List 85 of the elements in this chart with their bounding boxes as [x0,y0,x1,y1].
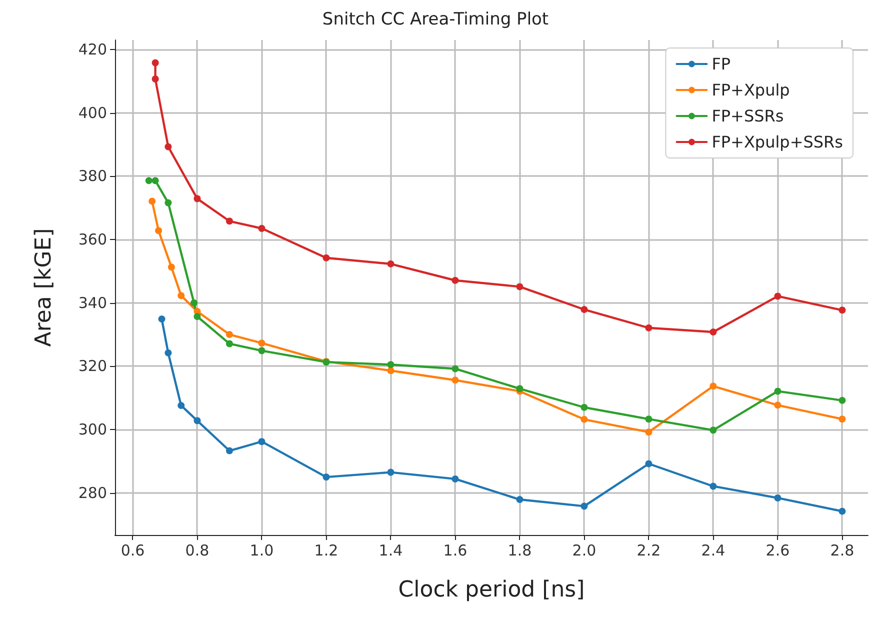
point [774,388,782,395]
x-tick-label: 0.8 [185,542,210,560]
point [194,312,201,320]
y-tick-label: 300 [78,420,107,439]
point [710,426,717,434]
x-tick-label: 1.2 [314,542,338,560]
point [774,494,782,502]
point [226,218,233,225]
point [710,482,717,490]
chart-title: Snitch CC Area-Timing Plot [322,10,549,30]
legend-label: FP+SSRs [712,106,784,126]
x-tick-label: 2.2 [636,542,661,560]
y-tick-label: 420 [78,40,107,58]
point [194,417,201,424]
point [645,324,652,332]
x-tick-label: 1.0 [250,542,274,560]
y-tick-label: 320 [78,357,107,376]
point [322,474,330,481]
point [164,143,172,150]
x-tick-label: 2.4 [701,542,726,560]
point [580,404,588,411]
point [148,198,156,205]
point [190,299,198,306]
point [152,75,159,82]
y-tick-label: 280 [78,484,107,502]
point [580,306,588,314]
point [145,177,152,184]
point [258,340,266,347]
x-tick-label: 1.4 [378,542,403,560]
point [838,508,846,515]
point [838,306,846,314]
point [452,376,459,384]
point [516,496,524,504]
point [387,361,394,368]
point [178,402,185,409]
point [387,468,394,476]
point [516,385,524,392]
point [710,328,717,336]
point [226,340,233,348]
point [155,227,162,234]
point [168,264,175,271]
x-tick-label: 0.6 [120,542,145,560]
x-tick-label: 1.8 [508,542,532,560]
point [258,438,266,446]
point [645,460,652,468]
point [152,177,159,184]
x-tick-label: 2.6 [766,542,790,560]
point [226,331,233,338]
point [580,416,588,423]
y-tick-label: 340 [78,294,107,312]
point [838,396,846,404]
legend-label: FP+Xpulp+SSRs [712,132,844,152]
point [226,447,233,454]
point [774,402,782,409]
point [645,428,652,436]
point [645,416,652,423]
x-tick-label: 1.6 [443,542,468,560]
x-axis-title: Clock period [ns] [398,578,585,602]
x-tick-label: 2.8 [830,542,854,560]
point [387,260,394,268]
point [258,224,266,232]
point [516,283,524,290]
point [452,365,459,372]
point [194,195,201,202]
y-tick-label: 400 [78,104,107,122]
point [452,276,459,284]
point [838,416,846,423]
y-tick-label: 360 [78,230,107,249]
point [580,502,588,510]
x-tick-label: 2.0 [572,542,596,560]
legend-label: FP+Xpulp [712,80,790,100]
point [164,349,172,356]
y-axis-title: Area [kGE] [32,228,56,347]
point [322,254,330,262]
point [774,292,782,300]
point [178,292,185,300]
point [387,367,394,374]
y-tick-label: 380 [78,167,107,186]
point [158,316,166,323]
point [710,382,717,390]
point [164,199,172,206]
point [152,59,159,66]
point [452,475,459,482]
point [258,347,266,354]
legend-label: FP [712,54,731,74]
